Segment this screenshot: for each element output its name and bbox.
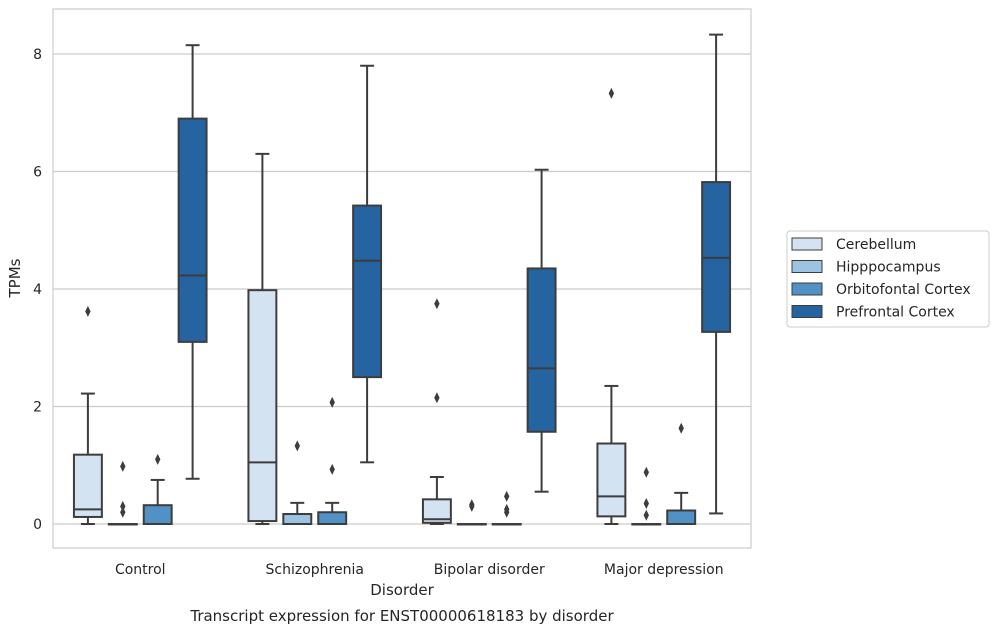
box-iqr (596, 442, 627, 518)
box-prefrontal-cortex (526, 168, 557, 493)
box-iqr (352, 204, 383, 379)
legend: Cerebellum Hipppocampus Orbitofontal Corte… (786, 230, 990, 328)
box-iqr (421, 498, 452, 524)
box-cerebellum (421, 298, 452, 525)
legend-label: Cerebellum (836, 237, 916, 253)
legend-label: Hipppocampus (836, 260, 941, 276)
outlier-point (155, 453, 161, 465)
legend-swatch (791, 237, 823, 251)
outlier-point (294, 440, 300, 452)
outlier-point (329, 396, 335, 408)
box-iqr (247, 289, 278, 523)
outlier-point (120, 506, 126, 518)
outlier-point (678, 422, 684, 434)
plot-area-frame (52, 8, 752, 549)
outlier-point (643, 466, 649, 478)
legend-frame (786, 230, 990, 328)
x-tick-label: Major depression (604, 562, 724, 578)
legend-label: Orbitofontal Cortex (836, 282, 971, 298)
box-hipppocampus (282, 440, 313, 526)
box-series (72, 33, 732, 526)
y-tick-label: 4 (33, 282, 42, 298)
box-orbitofontal-cortex (666, 422, 697, 525)
box-cerebellum (72, 305, 103, 525)
outlier-point (504, 503, 510, 515)
legend-label: Prefrontal Cortex (836, 305, 955, 321)
x-tick-label: Control (115, 562, 166, 578)
box-iqr (177, 117, 208, 343)
box-cerebellum (247, 152, 278, 525)
box-iqr (142, 504, 173, 526)
x-tick-label: Schizophrenia (266, 562, 364, 578)
box-iqr (317, 511, 348, 525)
box-hipppocampus (456, 499, 487, 526)
y-tick-label: 0 (33, 517, 42, 533)
y-tick-label: 8 (33, 47, 42, 63)
outlier-point (504, 490, 510, 502)
y-tick-label: 6 (33, 165, 42, 181)
box-iqr (282, 513, 313, 526)
outlier-point (120, 500, 126, 512)
outlier-point (608, 87, 615, 99)
y-axis-label: TPMs (6, 258, 24, 298)
legend-swatch (791, 282, 823, 296)
box-iqr (526, 267, 557, 433)
box-prefrontal-cortex (352, 64, 383, 464)
outlier-point (643, 497, 649, 509)
box-orbitofontal-cortex (491, 490, 522, 526)
x-axis-ticks: Control Schizophrenia Bipolar disorder Majo… (115, 562, 724, 578)
box-cerebellum (596, 87, 627, 525)
outlier-point (643, 509, 649, 521)
outlier-point (329, 463, 335, 475)
chart-title: Transcript expression for ENST0000061818… (189, 607, 614, 625)
box-hipppocampus (631, 466, 662, 526)
x-tick-label: Bipolar disorder (434, 562, 545, 578)
y-axis-ticks: 0 2 4 6 8 (33, 47, 42, 533)
box-iqr (666, 509, 697, 525)
box-orbitofontal-cortex (317, 396, 348, 525)
box-iqr (72, 453, 103, 518)
outlier-point (85, 305, 91, 317)
outlier-point (120, 460, 126, 472)
box-prefrontal-cortex (177, 44, 208, 480)
box-hipppocampus (107, 460, 138, 526)
box-orbitofontal-cortex (142, 453, 173, 526)
x-axis-label: Disorder (370, 581, 434, 599)
gridlines (53, 53, 751, 525)
y-tick-label: 2 (33, 400, 42, 416)
legend-swatch (791, 260, 823, 273)
outlier-point (434, 392, 440, 404)
outlier-point (469, 499, 475, 511)
outlier-point (434, 298, 440, 310)
legend-swatch (791, 305, 823, 318)
box-prefrontal-cortex (701, 33, 732, 515)
